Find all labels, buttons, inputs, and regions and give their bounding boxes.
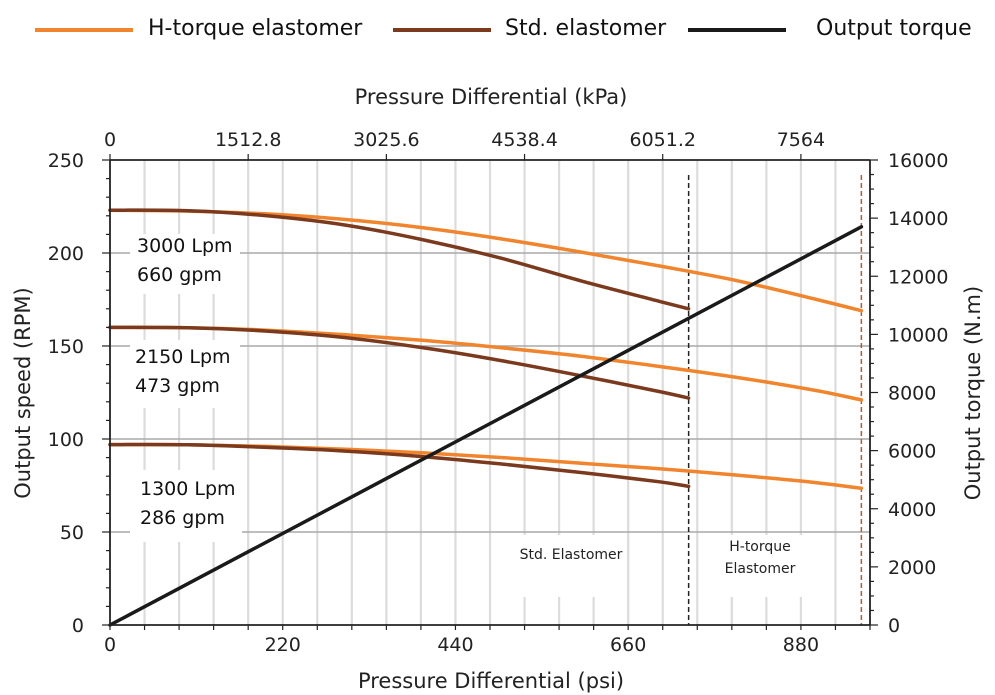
tick-labels: 0 50 100 150 200 250 0 2000 4000 6000 8000 10000 120…	[48, 129, 949, 656]
x-axis-title: Pressure Differential (psi)	[358, 669, 624, 693]
y-tick-label: 250	[48, 150, 84, 172]
limit-label-h-torque: Elastomer	[725, 561, 796, 577]
x2-axis-title: Pressure Differential (kPa)	[355, 85, 628, 109]
label-background	[130, 470, 242, 542]
y-tick-label: 200	[48, 243, 84, 265]
y2-tick-label: 2000	[888, 557, 936, 579]
legend: H-torque elastomer Std. elastomer Output…	[35, 16, 972, 41]
series-line-std-elastomer	[108, 325, 691, 400]
flow-label: 1300 Lpm	[140, 478, 236, 500]
x-tick-label: 880	[783, 634, 819, 656]
limit-label-h-torque: H-torque	[729, 539, 791, 555]
y2-tick-label: 12000	[888, 266, 948, 288]
x-tick-label: 0	[104, 634, 116, 656]
y-tick-label: 150	[48, 336, 84, 358]
x2-tick-label: 3025.6	[353, 129, 419, 151]
y2-tick-label: 16000	[888, 150, 948, 172]
x-tick-label: 660	[610, 634, 646, 656]
y2-tick-label: 8000	[888, 383, 936, 405]
limit-label-std: Std. Elastomer	[520, 547, 623, 563]
flow-label: 286 gpm	[140, 507, 225, 529]
x2-tick-label: 4538.4	[491, 129, 557, 151]
y2-axis-title: Output torque (N.m)	[961, 286, 985, 500]
flow-label: 3000 Lpm	[137, 235, 233, 257]
x-tick-label: 440	[437, 634, 473, 656]
legend-label-torque: Output torque	[816, 16, 972, 41]
label-background	[130, 340, 240, 408]
x2-tick-label: 7564	[777, 129, 825, 151]
y2-tick-label: 0	[888, 615, 900, 637]
y-axis-title: Output speed (RPM)	[11, 287, 35, 499]
y2-tick-label: 10000	[888, 324, 948, 346]
axes	[102, 154, 878, 630]
annotations: 3000 Lpm 660 gpm 2150 Lpm 473 gpm 1300 Lpm 28…	[135, 235, 796, 577]
y-tick-label: 100	[48, 429, 84, 451]
x2-tick-label: 0	[104, 129, 116, 151]
label-backgrounds	[130, 234, 817, 597]
y-tick-label: 50	[60, 522, 84, 544]
legend-label-std: Std. elastomer	[505, 16, 667, 41]
x-tick-label: 220	[265, 634, 301, 656]
label-background	[130, 234, 240, 294]
series	[108, 208, 864, 627]
series-line-output-torque	[108, 225, 864, 627]
x2-tick-label: 1512.8	[215, 129, 281, 151]
y-tick-label: 0	[72, 615, 84, 637]
series-line-std-elastomer	[108, 208, 691, 311]
label-background	[515, 535, 627, 597]
y2-tick-label: 6000	[888, 441, 936, 463]
flow-label: 660 gpm	[137, 264, 222, 286]
label-background	[717, 535, 817, 597]
y2-tick-label: 4000	[888, 499, 936, 521]
flow-label: 2150 Lpm	[135, 346, 231, 368]
x2-tick-label: 6051.2	[629, 129, 695, 151]
legend-label-h-torque: H-torque elastomer	[148, 16, 363, 41]
flow-label: 473 gpm	[135, 375, 220, 397]
y2-tick-label: 14000	[888, 208, 948, 230]
